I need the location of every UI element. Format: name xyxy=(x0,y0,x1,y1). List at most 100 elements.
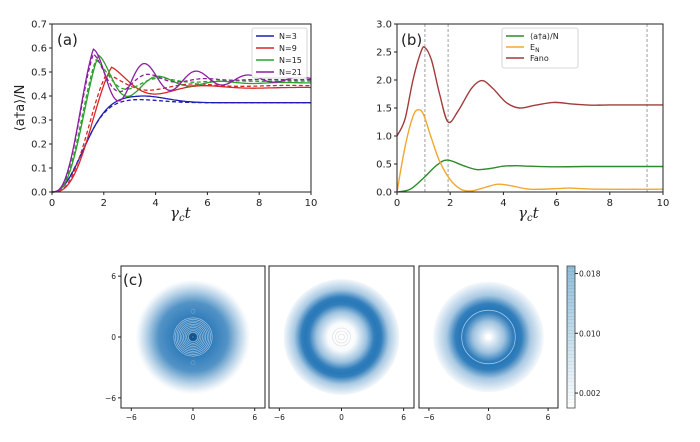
contour-ring xyxy=(338,333,345,341)
y-tick-label: 2.0 xyxy=(376,76,392,87)
legend-entry: N=9 xyxy=(279,44,297,53)
x-tick-label: 6 xyxy=(546,413,551,422)
legend-entry: N=3 xyxy=(279,32,297,41)
series-n21-dashed xyxy=(52,52,311,193)
contour-ring xyxy=(190,308,196,314)
y-tick-label: 2.5 xyxy=(376,48,392,59)
x-tick-label: 2 xyxy=(101,198,107,209)
y-tick-label: 0.2 xyxy=(31,140,47,151)
x-tick-label: 6 xyxy=(204,198,210,209)
y-tick-label: 0.7 xyxy=(31,20,47,31)
panel-b-chart: 0 2 4 6 8 10 0.0 0.5 1.0 1.5 2.0 2.5 3.0 (b) γct ⟨a†… xyxy=(376,20,669,225)
series-entanglement xyxy=(396,108,664,193)
colorbar-frame xyxy=(566,265,576,409)
y-tick-label: 0.5 xyxy=(31,68,47,79)
x-tick-label: 0 xyxy=(191,413,196,422)
panel-c-label: (c) xyxy=(123,271,143,289)
x-tick-label: 0 xyxy=(486,413,491,422)
x-tick-label: −6 xyxy=(423,413,434,422)
series-n21-solid xyxy=(52,48,312,193)
contour-ring xyxy=(190,334,196,340)
colorbar: 0.018 0.010 0.002 xyxy=(566,265,601,409)
y-tick-label: 6 xyxy=(111,272,116,281)
y-tick-label: 1.5 xyxy=(376,104,392,115)
colorbar-tick-label: 0.018 xyxy=(579,269,601,278)
x-tick-label: 4 xyxy=(152,198,158,209)
x-tick-label: 0 xyxy=(394,198,400,209)
contour-ring xyxy=(173,317,213,357)
panel-a-lines xyxy=(51,48,312,193)
panel-b-vlines xyxy=(424,24,648,192)
panel-b-xlabel: γct xyxy=(518,204,540,224)
x-tick-label: 6 xyxy=(553,198,559,209)
contour-ring xyxy=(189,333,197,341)
legend-box xyxy=(251,27,308,79)
y-tick-label: 0.0 xyxy=(31,188,47,199)
contour-ring xyxy=(190,360,196,366)
colorbar-fill xyxy=(567,266,575,408)
legend-entry: N=21 xyxy=(279,68,302,77)
panel-b-ticks: 0 2 4 6 8 10 0.0 0.5 1.0 1.5 2.0 2.5 3.0 xyxy=(376,20,669,210)
contour-ring xyxy=(183,327,203,347)
x-tick-label: 0 xyxy=(49,198,55,209)
y-tick-label: 0.6 xyxy=(31,44,47,55)
y-tick-label: 1.0 xyxy=(376,132,392,143)
y-tick-label: 0 xyxy=(111,333,116,342)
y-tick-label: 3.0 xyxy=(376,20,392,31)
legend-entry: ⟨a†a⟩/N xyxy=(530,32,559,41)
center-highlight xyxy=(485,334,492,340)
panel-a-chart: 0 2 4 6 8 100.00.10.20.30.40.50.60.7 (a) γct … xyxy=(13,20,317,225)
heatmap-state-2: −6 0 6 xyxy=(268,265,415,422)
heatmap-state-1: −6 0 6 6 0 −6 xyxy=(105,265,266,422)
legend-entry: N=15 xyxy=(279,56,302,65)
contour-ring xyxy=(332,327,351,347)
contour-ring xyxy=(184,328,202,346)
contour-ring xyxy=(461,309,516,365)
x-tick-label: 10 xyxy=(657,198,670,209)
contour-ring xyxy=(186,330,200,344)
density xyxy=(135,279,251,395)
contour-ring xyxy=(179,323,207,351)
x-tick-label: 6 xyxy=(252,413,257,422)
series-photon-number xyxy=(396,159,663,193)
x-tick-label: 8 xyxy=(256,198,262,209)
panel-a-ticks: 0 2 4 6 8 10 0.0 0.1 0.2 0.3 0.4 0.5 0.6 0.7 xyxy=(31,20,317,210)
contour-ring xyxy=(335,330,348,344)
series-n9-solid xyxy=(52,66,311,193)
y-tick-label: 0.0 xyxy=(376,188,392,199)
x-tick-label: −6 xyxy=(126,413,137,422)
x-tick-label: −6 xyxy=(274,413,285,422)
panel-a-label: (a) xyxy=(57,31,78,49)
x-tick-label: 0 xyxy=(339,413,344,422)
series-n15-solid xyxy=(52,54,312,193)
panel-a-ylabel: ⟨a†a⟩/N xyxy=(13,85,28,132)
contour-ring xyxy=(181,325,205,349)
series-n9-dashed xyxy=(52,73,311,193)
x-tick-label: 4 xyxy=(500,198,506,209)
panel-a-xlabel: γct xyxy=(170,204,192,224)
y-tick-label: −6 xyxy=(105,394,116,403)
series-n3-solid xyxy=(51,95,311,193)
series-n3-dashed xyxy=(51,98,311,193)
colorbar-tick-label: 0.010 xyxy=(579,329,601,338)
panel-a-legend: N=3 N=9 N=15 N=21 xyxy=(251,27,308,79)
contour-ring xyxy=(175,319,211,355)
legend-entry: Fano xyxy=(530,54,549,63)
contour-ring xyxy=(187,331,199,343)
panel-b-label: (b) xyxy=(401,31,422,49)
legend-entry: EN xyxy=(530,43,540,54)
contour-ring xyxy=(178,322,208,352)
panel-a-frame xyxy=(51,23,312,193)
y-tick-label: 0.1 xyxy=(31,164,47,175)
x-tick-label: 10 xyxy=(305,198,318,209)
y-tick-label: 0.5 xyxy=(376,160,392,171)
heatmap-state-3: −6 0 6 xyxy=(418,265,559,422)
x-tick-label: 6 xyxy=(401,413,406,422)
density xyxy=(283,279,400,395)
colorbar-tick-label: 0.002 xyxy=(579,389,601,398)
x-tick-label: 2 xyxy=(447,198,453,209)
series-fano xyxy=(396,46,663,137)
contour-ring xyxy=(176,320,210,354)
panel-b-lines xyxy=(396,46,664,193)
